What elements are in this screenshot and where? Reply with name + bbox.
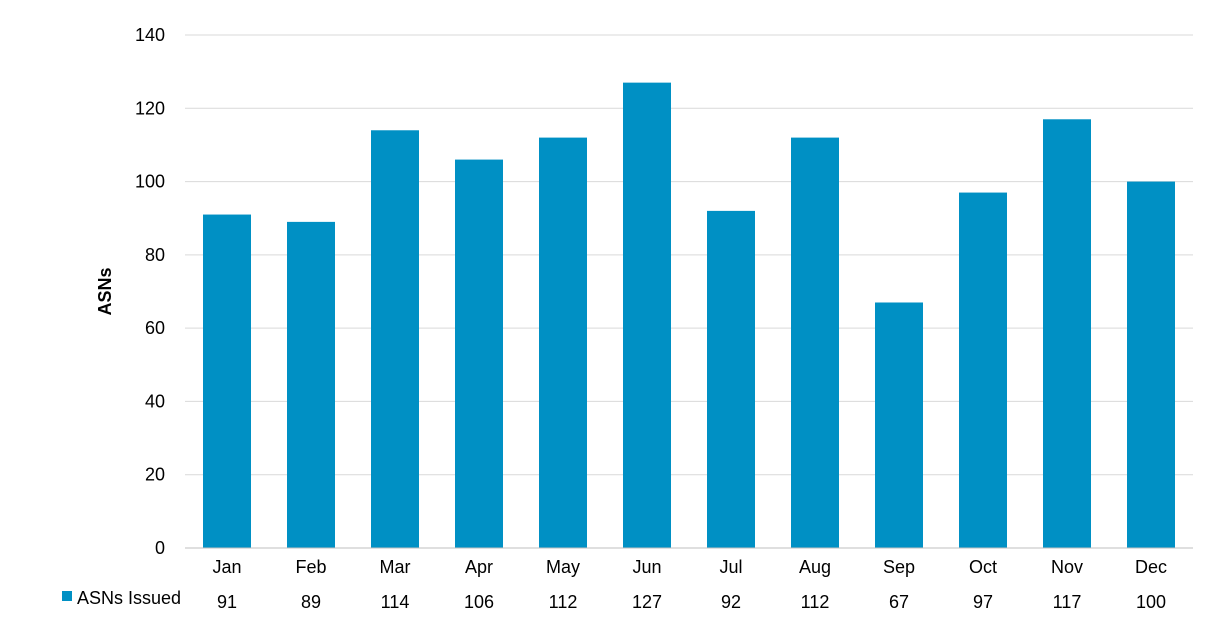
category-label: Dec (1135, 557, 1167, 577)
data-table-value: 97 (973, 592, 993, 612)
bars (203, 82, 1175, 549)
legend: ASNs Issued (62, 588, 181, 608)
category-label: Aug (799, 557, 831, 577)
data-table-value: 92 (721, 592, 741, 612)
y-tick-label: 80 (145, 245, 165, 265)
data-table-value: 106 (464, 592, 494, 612)
data-table-value: 114 (381, 592, 410, 612)
bar-may (539, 137, 587, 548)
y-tick-label: 20 (145, 465, 165, 485)
bar-apr (455, 159, 503, 549)
y-tick-label: 100 (135, 172, 165, 192)
category-label: Jan (212, 557, 241, 577)
bar-sep (875, 302, 923, 548)
legend-swatch (62, 591, 72, 601)
bar-aug (791, 137, 839, 548)
data-table-value: 89 (301, 592, 321, 612)
category-label: Nov (1051, 557, 1083, 577)
category-label: Mar (380, 557, 411, 577)
bar-mar (371, 130, 419, 548)
data-table-value: 127 (632, 592, 662, 612)
category-label: Jun (632, 557, 661, 577)
bar-jun (623, 82, 671, 548)
legend-label: ASNs Issued (77, 588, 181, 608)
bar-jul (707, 210, 755, 548)
bar-nov (1043, 119, 1091, 549)
category-label: Sep (883, 557, 915, 577)
data-table-value: 67 (889, 592, 909, 612)
data-table-value: 112 (549, 592, 578, 612)
data-table-values: 91 89 114 106 112 127 92 112 67 97 117 100 (217, 592, 1166, 612)
y-tick-label: 40 (145, 391, 165, 411)
category-label: Apr (465, 557, 493, 577)
gridlines (185, 34, 1193, 476)
data-table-value: 112 (801, 592, 830, 612)
y-tick-label: 0 (155, 538, 165, 558)
category-label: Oct (969, 557, 997, 577)
bar-oct (959, 192, 1007, 549)
data-table-value: 100 (1136, 592, 1166, 612)
category-labels: Jan Feb Mar Apr May Jun Jul Aug Sep Oct Nov Dec (212, 557, 1167, 577)
data-table-value: 91 (217, 592, 237, 612)
y-tick-label: 60 (145, 318, 165, 338)
y-tick-label: 140 (135, 25, 165, 45)
y-tick-label: 120 (135, 98, 165, 118)
data-table-value: 117 (1053, 592, 1082, 612)
bar-jan (203, 214, 251, 549)
category-label: Jul (719, 557, 742, 577)
category-label: Feb (295, 557, 326, 577)
bar-feb (287, 221, 335, 548)
y-axis-label: ASNs (95, 267, 115, 315)
bar-dec (1127, 181, 1175, 549)
y-axis-tick-labels: 0 20 40 60 80 100 120 140 (135, 25, 165, 558)
category-label: May (546, 557, 580, 577)
